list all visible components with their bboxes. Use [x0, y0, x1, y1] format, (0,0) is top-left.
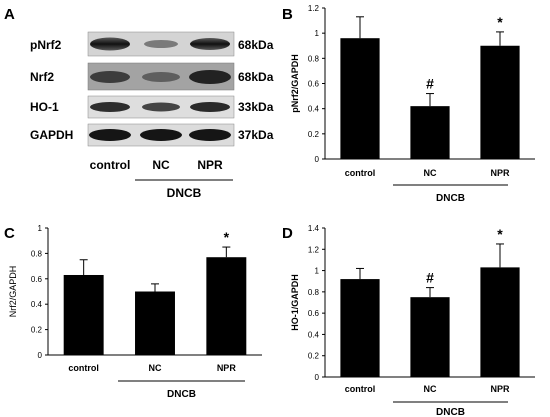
category-label: NC [424, 384, 437, 394]
y-axis-label: HO-1/GAPDH [290, 274, 300, 331]
blot-row-pnrf2 [87, 31, 235, 57]
blot-lane-nc: NC [152, 158, 170, 172]
bar-nc [410, 106, 450, 159]
y-tick-label: 0.8 [308, 288, 320, 297]
y-tick-label: 0.6 [31, 275, 43, 284]
y-tick-label: 0.4 [308, 330, 320, 339]
blot-protein-pnrf2: pNrf2 [30, 38, 62, 52]
y-tick-label: 1.2 [308, 245, 320, 254]
bar-control [63, 274, 104, 355]
blot-size-gapdh: 37kDa [238, 128, 274, 142]
significance-mark: * [224, 229, 230, 245]
bar-control [340, 38, 380, 160]
bar-npr [480, 267, 520, 377]
significance-mark: * [497, 226, 503, 242]
y-tick-label: 1 [315, 267, 320, 276]
bar-nc [135, 291, 175, 355]
y-tick-label: 0.6 [308, 80, 320, 89]
group-label: DNCB [436, 193, 465, 204]
blot-protein-ho1: HO-1 [30, 100, 59, 114]
category-label: NC [424, 168, 437, 178]
bar-control [340, 279, 380, 377]
panel-label-c: C [4, 225, 15, 242]
blot-row-ho1 [87, 95, 235, 119]
y-tick-label: 0 [315, 155, 320, 164]
blot-row-nrf2 [87, 62, 235, 91]
y-tick-label: 0.4 [31, 300, 43, 309]
significance-mark: # [426, 76, 434, 92]
chart-panel-d: D 0 0.2 0.4 0.6 0.8 1 1.2 1.4 HO-1/GAPDH control # N… [282, 224, 535, 417]
panel-label-b: B [282, 6, 293, 23]
y-tick-label: 0.2 [31, 326, 43, 335]
y-tick-label: 0 [315, 373, 320, 382]
significance-mark: * [497, 14, 503, 30]
y-axis-label: pNrf2/GAPDH [290, 54, 300, 113]
y-tick-label: 0.2 [308, 352, 320, 361]
category-label: control [68, 363, 99, 373]
blot-group-label: DNCB [167, 186, 202, 200]
category-label: control [345, 384, 376, 394]
group-label: DNCB [436, 407, 465, 417]
category-label: NPR [490, 384, 510, 394]
category-label: control [345, 168, 376, 178]
y-tick-label: 1 [38, 224, 43, 233]
y-tick-label: 0.8 [308, 54, 320, 63]
y-tick-label: 0.8 [31, 249, 43, 258]
bar-nc [410, 297, 450, 377]
category-label: NC [149, 363, 162, 373]
group-label: DNCB [167, 389, 196, 400]
blot-lane-npr: NPR [197, 158, 223, 172]
category-label: NPR [217, 363, 237, 373]
panel-label-a: A [4, 6, 15, 23]
blot-protein-nrf2: Nrf2 [30, 70, 54, 84]
blot-size-pnrf2: 68kDa [238, 38, 274, 52]
blot-protein-gapdh: GAPDH [30, 128, 73, 142]
blot-size-ho1: 33kDa [238, 100, 274, 114]
chart-panel-c: C 0 0.2 0.4 0.6 0.8 1 Nrf2/GAPDH control NC * NPR DN… [4, 224, 262, 400]
y-tick-label: 0 [38, 351, 43, 360]
y-tick-label: 0.6 [308, 309, 320, 318]
y-tick-label: 0.2 [308, 130, 320, 139]
blot-row-gapdh [87, 123, 235, 147]
y-axis-label: Nrf2/GAPDH [8, 266, 18, 318]
y-tick-label: 1 [315, 29, 320, 38]
y-tick-label: 1.2 [308, 4, 320, 13]
category-label: NPR [490, 168, 510, 178]
bar-npr [480, 45, 520, 159]
blot-lane-control: control [90, 158, 131, 172]
bar-npr [206, 257, 247, 355]
panel-label-d: D [282, 225, 293, 242]
y-tick-label: 1.4 [308, 224, 320, 233]
blot-panel: A pNrf2 Nrf2 HO-1 GA [4, 6, 274, 200]
y-tick-label: 0.4 [308, 105, 320, 114]
blot-size-nrf2: 68kDa [238, 70, 274, 84]
chart-panel-b: B 0 0.2 0.4 0.6 0.8 1 1.2 pNrf2/GAPDH control # NC *… [282, 4, 535, 204]
significance-mark: # [426, 270, 434, 286]
